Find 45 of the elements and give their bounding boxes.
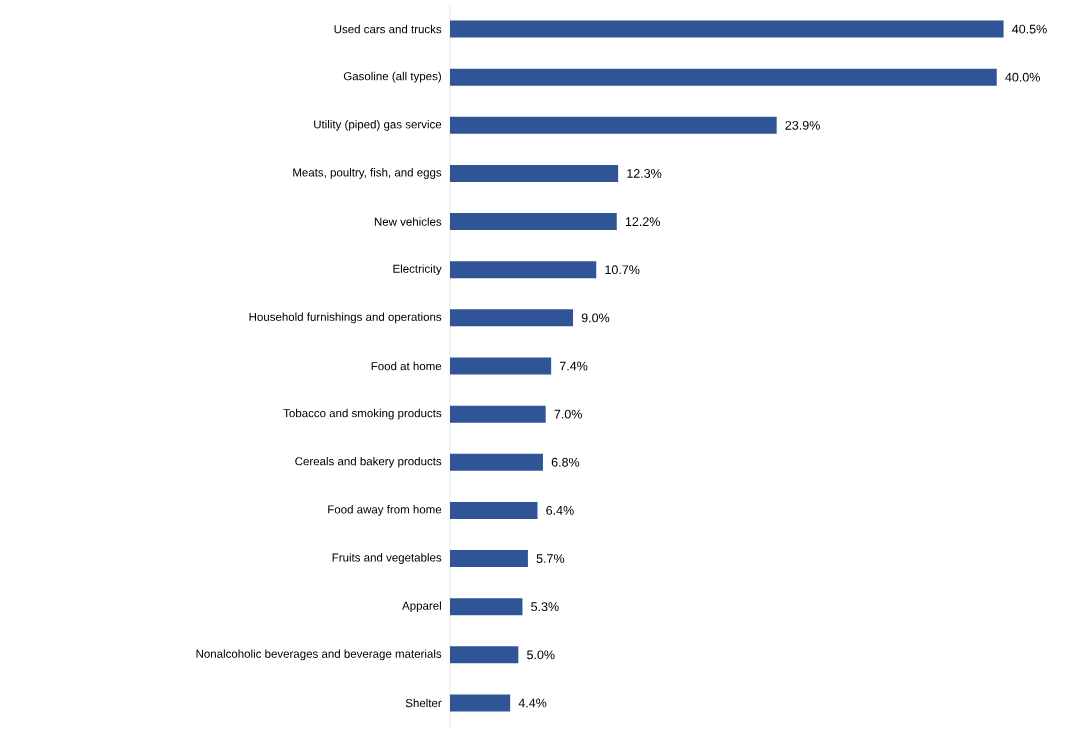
data-label: 12.2% bbox=[625, 217, 660, 226]
bar bbox=[450, 646, 519, 664]
y-tick-label: Food away from home bbox=[328, 505, 442, 516]
y-tick-label: Used cars and trucks bbox=[334, 24, 442, 34]
y-tick-label: Gasoline (all types) bbox=[343, 71, 441, 83]
data-label: 6.8% bbox=[551, 457, 580, 467]
data-label: 12.3% bbox=[627, 169, 662, 178]
bar bbox=[450, 694, 511, 712]
y-tick-label: Cereals and bakery products bbox=[295, 456, 442, 468]
data-label: 5.0% bbox=[527, 650, 555, 660]
data-label: 9.0% bbox=[581, 313, 610, 323]
bar bbox=[450, 164, 619, 182]
bar bbox=[450, 405, 546, 423]
y-tick-label: New vehicles bbox=[374, 217, 442, 226]
data-label: 23.9% bbox=[785, 120, 820, 130]
bar bbox=[450, 550, 528, 568]
data-label: 40.5% bbox=[1012, 24, 1047, 34]
data-label: 40.0% bbox=[1005, 72, 1040, 82]
y-tick-label: Nonalcoholic beverages and beverage materials bbox=[196, 649, 442, 661]
y-tick-label: Food at home bbox=[371, 361, 442, 371]
data-label: 7.0% bbox=[554, 409, 582, 419]
bar bbox=[450, 261, 597, 279]
data-label: 4.4% bbox=[518, 698, 547, 708]
bar bbox=[450, 357, 552, 375]
data-label: 10.7% bbox=[605, 265, 640, 275]
y-tick-label: Apparel bbox=[402, 601, 441, 613]
bar bbox=[450, 309, 574, 327]
y-tick-label: Electricity bbox=[393, 264, 442, 276]
data-label: 6.4% bbox=[546, 505, 574, 515]
bar bbox=[450, 213, 617, 231]
bar bbox=[450, 453, 543, 471]
bar bbox=[450, 68, 997, 86]
y-tick-label: Meats, poultry, fish, and eggs bbox=[293, 168, 442, 179]
bar bbox=[450, 598, 523, 616]
data-label: 5.3% bbox=[531, 602, 559, 612]
data-label: 7.4% bbox=[559, 361, 588, 371]
y-tick-label: Shelter bbox=[405, 698, 442, 708]
y-tick-label: Utility (piped) gas service bbox=[314, 119, 442, 131]
y-tick-label: Fruits and vegetables bbox=[332, 553, 442, 564]
bar bbox=[450, 20, 1004, 38]
bar bbox=[450, 501, 538, 519]
y-tick-label: Tobacco and smoking products bbox=[283, 408, 442, 420]
data-label: 5.7% bbox=[536, 554, 565, 563]
y-tick-label: Household furnishings and operations bbox=[249, 312, 442, 324]
bar bbox=[450, 116, 777, 134]
